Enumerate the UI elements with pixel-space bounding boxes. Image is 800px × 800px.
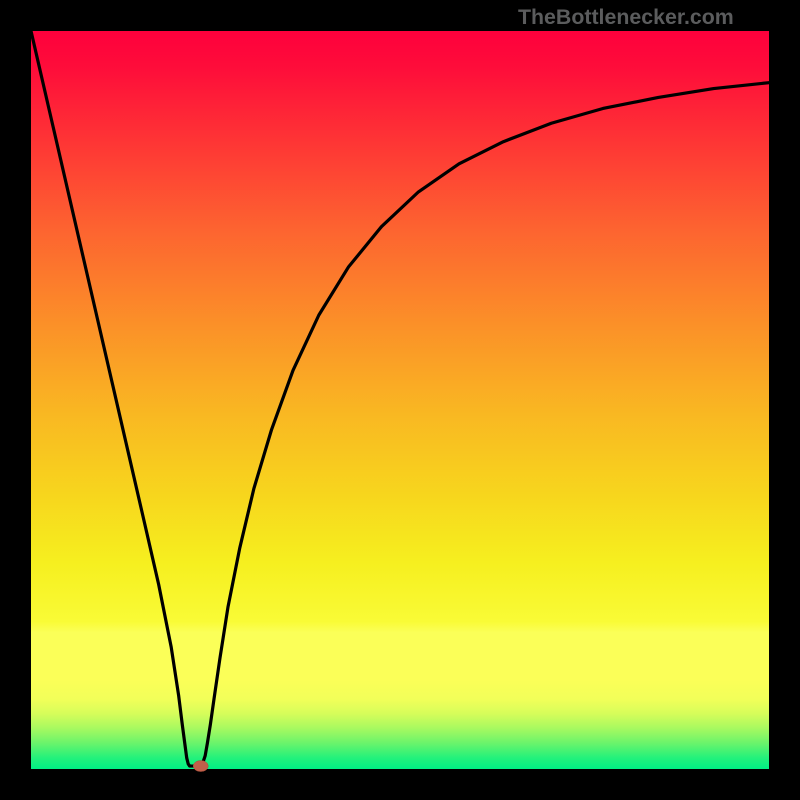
gradient-background: [31, 31, 769, 769]
chart-frame: TheBottlenecker.com: [0, 0, 800, 800]
bottleneck-curve-plot: [0, 0, 800, 800]
optimal-point-marker: [193, 761, 208, 772]
watermark-text: TheBottlenecker.com: [518, 5, 734, 30]
